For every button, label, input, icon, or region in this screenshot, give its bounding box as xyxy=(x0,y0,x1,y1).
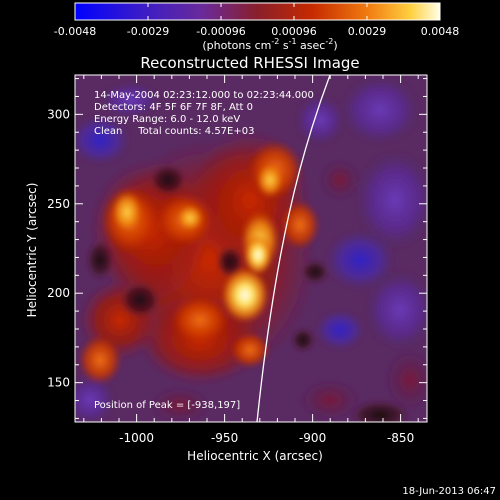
x-axis-tick-labels: -1000 -950 -900 -850 xyxy=(119,431,414,445)
colorbar-tick-label: -0.00096 xyxy=(196,25,245,38)
y-axis-tick-label: 200 xyxy=(47,286,70,300)
colorbar: -0.0048 -0.0029 -0.00096 0.00096 0.0029 0.004… xyxy=(54,2,459,52)
colorbar-tick-label: 0.00096 xyxy=(271,25,317,38)
colorbar-ticks xyxy=(74,3,441,20)
solar-limb-line xyxy=(256,75,331,422)
y-axis-tick-label: 250 xyxy=(47,197,70,211)
x-axis-ticks xyxy=(83,75,419,422)
x-axis-tick-label: -850 xyxy=(387,431,414,445)
colorbar-tick-label: 0.0029 xyxy=(348,25,387,38)
footer-timestamp: 18-Jun-2013 06:47 xyxy=(402,486,496,497)
x-axis-tick-label: -950 xyxy=(211,431,238,445)
image-intensity-field xyxy=(75,75,427,422)
y-axis-tick-label: 300 xyxy=(47,107,70,121)
plot-title: Reconstructed RHESSI Image xyxy=(140,54,359,72)
y-axis-label: Heliocentric Y (arcsec) xyxy=(25,183,39,318)
observation-annotations: 14-May-2004 02:23:12.000 to 02:23:44.000… xyxy=(94,90,314,137)
colorbar-frame xyxy=(74,2,441,21)
annotation-clean-counts: Clean Total counts: 4.57E+03 xyxy=(94,126,254,137)
colorbar-gradient xyxy=(75,3,440,20)
peak-position-label: Position of Peak = [-938,197] xyxy=(94,400,240,411)
y-axis-tick-label: 150 xyxy=(47,376,70,390)
rhessi-image xyxy=(75,75,427,422)
colorbar-tick-labels: -0.0048 -0.0029 -0.00096 0.00096 0.0029 0.004… xyxy=(54,25,459,38)
colorbar-unit-label: (photons cm-2 s-1 asec-2) xyxy=(202,37,337,52)
x-axis-label: Heliocentric X (arcsec) xyxy=(187,449,323,463)
x-axis-tick-label: -900 xyxy=(299,431,326,445)
plot-frame xyxy=(74,74,428,423)
y-axis-ticks xyxy=(75,78,427,419)
colorbar-tick-label: -0.0029 xyxy=(127,25,169,38)
annotation-time-range: 14-May-2004 02:23:12.000 to 02:23:44.000 xyxy=(94,90,314,101)
y-axis-tick-labels: 150 200 250 300 xyxy=(47,107,70,389)
x-axis-tick-label: -1000 xyxy=(119,431,154,445)
annotation-energy-range: Energy Range: 6.0 - 12.0 keV xyxy=(94,114,240,125)
annotation-detectors: Detectors: 4F 5F 6F 7F 8F, Att 0 xyxy=(94,102,253,113)
colorbar-tick-label: 0.0048 xyxy=(421,25,460,38)
colorbar-tick-label: -0.0048 xyxy=(54,25,96,38)
